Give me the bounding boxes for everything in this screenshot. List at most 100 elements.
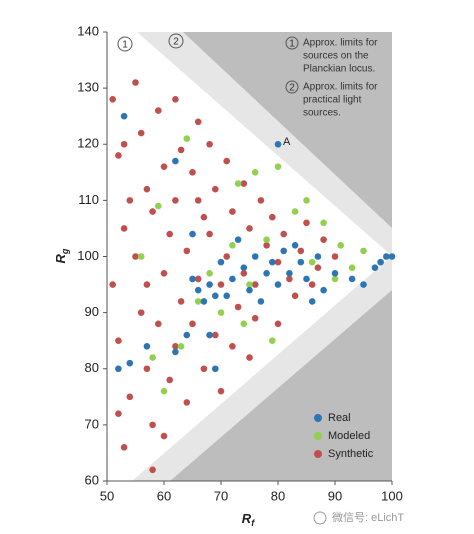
watermark-icon: [313, 511, 327, 525]
point: [183, 331, 191, 339]
region-marker: [168, 33, 184, 49]
point: [194, 286, 202, 294]
x-tick-label: 50: [100, 488, 114, 503]
point: [269, 337, 276, 344]
point: [314, 253, 322, 260]
y-tick-label: 60: [85, 472, 99, 487]
point: [223, 157, 230, 165]
point: [177, 343, 185, 350]
notes: 1 Approx. limits for sources on the Plancki…: [285, 36, 378, 119]
region-marker: [117, 36, 133, 52]
point: [251, 314, 259, 322]
y-tick-label: 100: [77, 248, 99, 263]
point: [240, 264, 248, 272]
note-text: sources on the: [303, 51, 369, 62]
point: [308, 258, 316, 266]
point: [320, 286, 327, 294]
point: [348, 275, 356, 283]
point: [137, 309, 145, 316]
point: [246, 225, 253, 232]
y-tick-label: 130: [77, 80, 99, 95]
point: [183, 135, 191, 142]
point: [360, 281, 367, 288]
point: [246, 286, 253, 294]
point: [251, 281, 259, 288]
point: [240, 320, 248, 328]
legend-label: Real: [328, 412, 351, 424]
point: [149, 421, 156, 429]
point: [189, 230, 196, 238]
point: [274, 258, 282, 266]
point: [291, 241, 299, 249]
point: [200, 298, 208, 305]
point: [314, 264, 322, 272]
point: [172, 197, 179, 204]
point: [137, 253, 145, 260]
point: [331, 270, 339, 277]
point: [137, 129, 145, 137]
point: [303, 219, 310, 227]
point: [263, 241, 270, 249]
point: [388, 253, 396, 260]
point: [160, 270, 168, 277]
point: [360, 247, 367, 255]
point: [126, 197, 134, 204]
y-tick-label: 110: [78, 192, 99, 207]
point: [143, 281, 151, 288]
legend-swatch: [314, 414, 322, 422]
point: [194, 197, 202, 204]
point: [149, 208, 156, 215]
point: [274, 320, 282, 328]
note-marker-label: 1: [289, 39, 295, 50]
point: [257, 197, 265, 204]
point: [286, 275, 293, 283]
point: [223, 292, 230, 300]
point: [217, 258, 225, 266]
point: [217, 387, 225, 395]
point: [200, 365, 208, 373]
legend-label: Modeled: [328, 430, 370, 442]
point: [206, 270, 213, 277]
point: [291, 208, 299, 215]
note-marker: [285, 36, 299, 50]
point: [229, 241, 236, 249]
point: [120, 140, 128, 148]
note-text: Approx. limits for: [303, 38, 378, 49]
point: [280, 230, 288, 238]
point: [143, 343, 151, 350]
point: [115, 152, 122, 159]
point: [143, 365, 151, 373]
point: [183, 247, 191, 255]
point: [206, 281, 213, 288]
point: [160, 432, 168, 440]
y-tick-label: 80: [85, 360, 99, 375]
point: [149, 466, 156, 474]
point: [263, 270, 270, 277]
point: [172, 157, 179, 165]
y-tick-label: 70: [85, 416, 99, 431]
point: [269, 213, 276, 221]
region-label: 2: [173, 37, 179, 48]
point: [172, 343, 179, 350]
region-label: 1: [122, 40, 128, 51]
legend-swatch: [314, 450, 322, 458]
point: [229, 275, 236, 283]
point: [115, 410, 122, 417]
point: [212, 365, 219, 373]
point: [177, 146, 185, 154]
point: [303, 197, 310, 204]
point: [331, 275, 339, 283]
note-text: sources.: [303, 108, 341, 119]
point: [251, 253, 259, 260]
point: [269, 258, 276, 266]
point: [274, 281, 282, 288]
point: [149, 354, 156, 361]
y-axis-label: Rg: [53, 248, 70, 263]
point: [320, 236, 327, 243]
point: [303, 275, 310, 283]
point: [246, 281, 253, 288]
point: [200, 213, 208, 221]
point: [126, 393, 134, 401]
point: [212, 292, 219, 300]
point-label: A: [283, 136, 291, 148]
